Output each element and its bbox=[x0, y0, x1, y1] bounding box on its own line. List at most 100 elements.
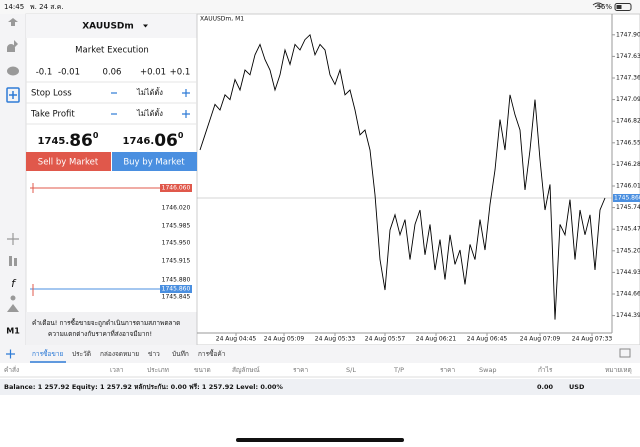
balance-row bbox=[0, 379, 640, 395]
ask-prefix: 1746. bbox=[123, 136, 155, 147]
battery-level: 36% bbox=[596, 3, 612, 11]
x-tick-label: 24 Aug 07:09 bbox=[520, 336, 561, 343]
y-tick-label: 1746.280 bbox=[616, 161, 640, 168]
crosshair-icon[interactable] bbox=[7, 233, 19, 245]
bid-prefix: 1745. bbox=[38, 136, 70, 147]
column-header[interactable]: T/P bbox=[393, 366, 404, 374]
volume[interactable]: 0.06 bbox=[103, 68, 122, 78]
chat-icon bbox=[7, 66, 19, 76]
x-tick-label: 24 Aug 05:57 bbox=[365, 336, 406, 343]
take-profit-input[interactable]: ไม่ได้ตั้ง bbox=[136, 108, 163, 118]
sidebar-icons: f bbox=[6, 18, 20, 312]
tick-price: 1745.880 bbox=[162, 277, 191, 284]
candle-icon[interactable] bbox=[9, 256, 12, 266]
battery-icon bbox=[614, 3, 632, 11]
objects-icon[interactable] bbox=[7, 304, 19, 312]
table-header: คำสั่ง เวลา ประเภท ขนาด สัญลักษณ์ ราคา S/L T/P ร… bbox=[0, 365, 640, 378]
tp-plus[interactable] bbox=[182, 110, 190, 118]
time: 14:45 bbox=[4, 3, 24, 11]
price-line bbox=[199, 33, 606, 320]
tick-price: 1746.020 bbox=[162, 205, 191, 212]
volume-step[interactable]: -0.1 bbox=[36, 68, 53, 78]
account-summary: Balance: 1 257.92 Equity: 1 257.92 หลักป… bbox=[4, 383, 283, 391]
warning-line: ความแตกต่างกับราคาที่ส่งอาจมีมาก! bbox=[48, 329, 152, 338]
sell-button-label[interactable]: Sell by Market bbox=[38, 158, 99, 168]
column-header[interactable]: Swap bbox=[479, 366, 497, 374]
y-tick-label: 1745.470 bbox=[616, 226, 640, 233]
x-tick-label: 24 Aug 06:45 bbox=[467, 336, 508, 343]
x-tick-label: 24 Aug 05:09 bbox=[264, 336, 305, 343]
y-tick-label: 1747.630 bbox=[616, 53, 640, 60]
buy-button[interactable] bbox=[112, 152, 197, 171]
tick-price: 1745.845 bbox=[162, 294, 191, 301]
current-price-label: 1745.860 bbox=[614, 195, 640, 202]
column-header[interactable]: คำสั่ง bbox=[4, 365, 19, 374]
bid-big: 86 bbox=[69, 131, 93, 151]
sidebar bbox=[0, 14, 26, 345]
timeframe[interactable]: M1 bbox=[6, 327, 20, 336]
battery-fill bbox=[616, 5, 622, 9]
tick-price-box bbox=[160, 285, 192, 293]
x-tick-label: 24 Aug 06:21 bbox=[416, 336, 457, 343]
tab[interactable]: การซื้อค้า bbox=[198, 349, 226, 358]
column-header[interactable]: ราคา bbox=[440, 366, 455, 374]
y-tick-label: 1744.660 bbox=[616, 291, 640, 298]
tab[interactable]: กล่องจดหมาย bbox=[100, 350, 139, 358]
tab[interactable]: การซื้อขาย bbox=[32, 349, 63, 358]
column-header[interactable]: ขนาด bbox=[194, 366, 211, 374]
x-tick-label: 24 Aug 07:33 bbox=[572, 336, 613, 343]
tick-price-box bbox=[160, 184, 192, 192]
layout-toggle[interactable] bbox=[619, 348, 631, 358]
y-tick-label: 1745.740 bbox=[616, 204, 640, 211]
chart-title: XAUUSDm, M1 bbox=[200, 16, 244, 23]
y-tick-label: 1744.930 bbox=[616, 269, 640, 276]
quotes-icon bbox=[8, 18, 18, 26]
tab[interactable]: ข่าว bbox=[148, 350, 160, 358]
sl-plus[interactable] bbox=[182, 89, 190, 97]
buy-button-label[interactable]: Buy by Market bbox=[123, 158, 185, 168]
tick-chart: 1746.060 1746.020 1745.985 1745.950 1745.915… bbox=[30, 183, 192, 301]
volume-step[interactable]: +0.1 bbox=[170, 68, 191, 78]
y-tick-label: 1747.360 bbox=[616, 75, 640, 82]
column-header[interactable]: เวลา bbox=[110, 366, 124, 374]
tabs: การซื้อขาย ประวัติ กล่องจดหมาย ข่าว บันทึก กา… bbox=[30, 349, 226, 363]
add-tab[interactable] bbox=[6, 349, 15, 359]
y-tick-label: 1747.900 bbox=[616, 31, 640, 38]
account-total: 0.00 bbox=[537, 383, 554, 391]
tab[interactable]: ประวัติ bbox=[72, 350, 91, 358]
tick-price: 1745.860 bbox=[162, 286, 191, 293]
column-header[interactable]: S/L bbox=[346, 366, 356, 374]
column-header[interactable]: หมายเหตุ bbox=[605, 366, 632, 374]
warning-box bbox=[26, 312, 197, 345]
column-header[interactable]: สัญลักษณ์ bbox=[232, 366, 260, 374]
ask-big: 06 bbox=[154, 131, 178, 151]
symbol-dropdown-arrow bbox=[143, 24, 148, 28]
bid-price: 1745.860 bbox=[38, 131, 99, 152]
indicator-icon[interactable]: f bbox=[11, 277, 17, 290]
candle-icon-2 bbox=[14, 258, 17, 266]
current-price-box bbox=[613, 194, 640, 202]
execution-type[interactable]: Market Execution bbox=[75, 46, 149, 56]
new-order-plus bbox=[9, 91, 17, 99]
date: พ. 24 ส.ค. bbox=[30, 3, 64, 11]
trade-icon bbox=[7, 40, 18, 52]
plot: 1747.900 1747.630 1747.360 1747.090 1746.820… bbox=[197, 31, 640, 343]
account-currency: USD bbox=[569, 383, 585, 391]
stop-loss-input[interactable]: ไม่ได้ตั้ง bbox=[136, 87, 163, 97]
take-profit-label: Take Profit bbox=[30, 110, 75, 120]
column-header[interactable]: ประเภท bbox=[147, 366, 169, 374]
y-tick-label: 1746.010 bbox=[616, 183, 640, 190]
symbol[interactable]: XAUUSDm bbox=[82, 22, 134, 32]
column-header[interactable]: ราคา bbox=[293, 366, 308, 374]
x-tick-label: 24 Aug 05:33 bbox=[315, 336, 356, 343]
volume-step[interactable]: -0.01 bbox=[58, 68, 80, 78]
sell-button[interactable] bbox=[26, 152, 111, 171]
tab[interactable]: บันทึก bbox=[172, 350, 189, 358]
column-header[interactable]: กำไร bbox=[538, 366, 553, 374]
new-order-icon[interactable] bbox=[6, 87, 20, 103]
chart-area bbox=[196, 13, 640, 346]
order-header bbox=[26, 14, 197, 38]
volume-step[interactable]: +0.01 bbox=[140, 68, 166, 78]
